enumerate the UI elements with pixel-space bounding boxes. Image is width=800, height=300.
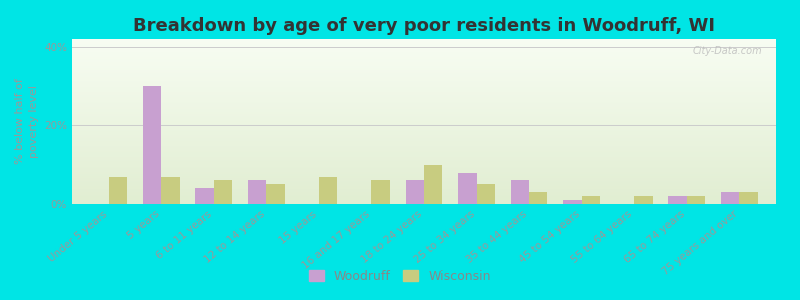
Bar	[477, 184, 495, 204]
Bar	[406, 180, 424, 204]
Bar	[582, 196, 600, 204]
Bar	[686, 196, 705, 204]
Bar	[266, 184, 285, 204]
Y-axis label: % below half of
poverty level: % below half of poverty level	[15, 79, 38, 164]
Text: City-Data.com: City-Data.com	[692, 46, 762, 56]
Bar	[668, 196, 686, 204]
Bar	[739, 192, 758, 204]
Bar	[195, 188, 214, 204]
Bar	[214, 180, 232, 204]
Bar	[162, 176, 180, 204]
Bar	[109, 176, 127, 204]
Bar	[319, 176, 338, 204]
Title: Breakdown by age of very poor residents in Woodruff, WI: Breakdown by age of very poor residents …	[133, 17, 715, 35]
Bar	[248, 180, 266, 204]
Bar	[529, 192, 547, 204]
Legend: Woodruff, Wisconsin: Woodruff, Wisconsin	[304, 265, 496, 288]
Bar	[510, 180, 529, 204]
Bar	[424, 165, 442, 204]
Bar	[721, 192, 739, 204]
Bar	[143, 86, 162, 204]
Bar	[563, 200, 582, 204]
Bar	[371, 180, 390, 204]
Bar	[634, 196, 653, 204]
Bar	[458, 172, 477, 204]
